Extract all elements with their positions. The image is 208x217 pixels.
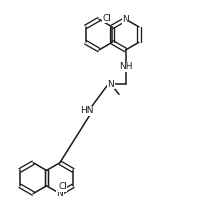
Text: N: N — [122, 15, 129, 24]
Text: Cl: Cl — [102, 14, 111, 23]
Text: Cl: Cl — [58, 182, 67, 191]
Text: NH: NH — [119, 62, 132, 71]
Text: N: N — [57, 189, 63, 198]
Text: HN: HN — [80, 106, 94, 115]
Text: N: N — [107, 80, 114, 89]
